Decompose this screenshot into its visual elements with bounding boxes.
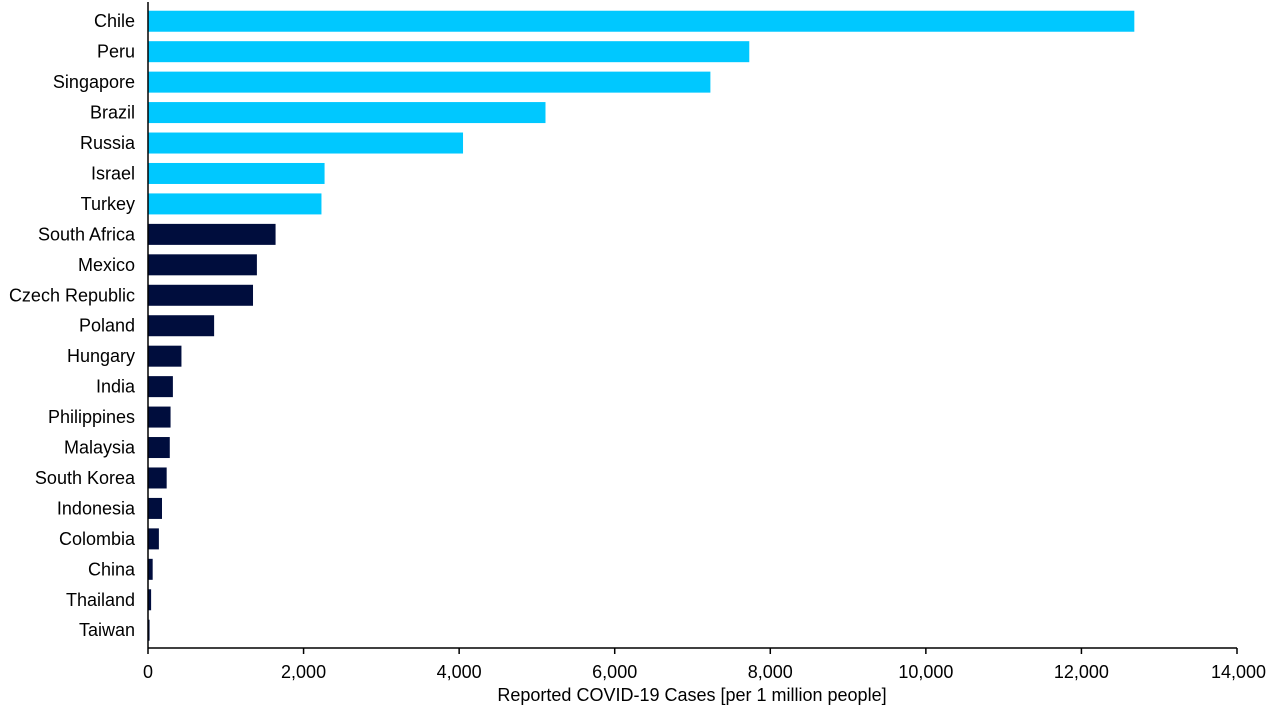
x-tick-label: 0 [143, 662, 153, 682]
bar [148, 345, 182, 367]
bar [148, 497, 162, 519]
x-tick-label: 6,000 [592, 662, 637, 682]
category-label: Czech Republic [9, 285, 135, 305]
category-label: Malaysia [64, 438, 136, 458]
bar [148, 10, 1135, 32]
category-label: Israel [91, 163, 135, 183]
bar [148, 558, 153, 580]
bar [148, 193, 322, 215]
x-tick-label: 4,000 [437, 662, 482, 682]
bar [148, 376, 173, 398]
x-tick-label: 12,000 [1054, 662, 1109, 682]
x-tick-label: 14,000 [1211, 662, 1266, 682]
category-label: Turkey [81, 194, 135, 214]
category-label: Thailand [66, 590, 135, 610]
bar [148, 528, 159, 550]
category-labels: Chile Peru Singapore Brazil Russia Israel Turk… [9, 11, 136, 640]
category-label: Taiwan [79, 620, 135, 640]
category-label: Mexico [78, 255, 135, 275]
bar [148, 41, 750, 63]
category-label: Russia [80, 133, 136, 153]
bar [148, 284, 254, 306]
x-axis-title: Reported COVID-19 Cases [per 1 million p… [497, 685, 886, 705]
category-label: Philippines [48, 407, 135, 427]
category-label: Colombia [59, 529, 136, 549]
bars-group [148, 10, 1135, 641]
bar [148, 71, 711, 93]
x-tick-label: 10,000 [898, 662, 953, 682]
bar [148, 406, 171, 428]
bar [148, 467, 167, 489]
category-label: India [96, 377, 136, 397]
category-label: Indonesia [57, 498, 136, 518]
category-label: Hungary [67, 346, 135, 366]
x-tick-label: 2,000 [281, 662, 326, 682]
bar [148, 102, 546, 124]
category-label: Singapore [53, 72, 135, 92]
bar [148, 254, 257, 276]
category-label: South Korea [35, 468, 136, 488]
bar [148, 162, 325, 184]
category-label: Brazil [90, 103, 135, 123]
bar [148, 315, 215, 337]
x-ticks: 0 2,000 4,000 6,000 8,000 10,000 12,000 14,000 [143, 648, 1266, 682]
category-label: Peru [97, 42, 135, 62]
bar [148, 132, 464, 154]
bar [148, 619, 150, 641]
bar [148, 223, 276, 245]
x-tick-label: 8,000 [748, 662, 793, 682]
bar [148, 589, 152, 611]
category-label: Poland [79, 316, 135, 336]
category-label: South Africa [38, 224, 136, 244]
bar [148, 437, 170, 459]
category-label: Chile [94, 11, 135, 31]
category-label: China [88, 559, 136, 579]
